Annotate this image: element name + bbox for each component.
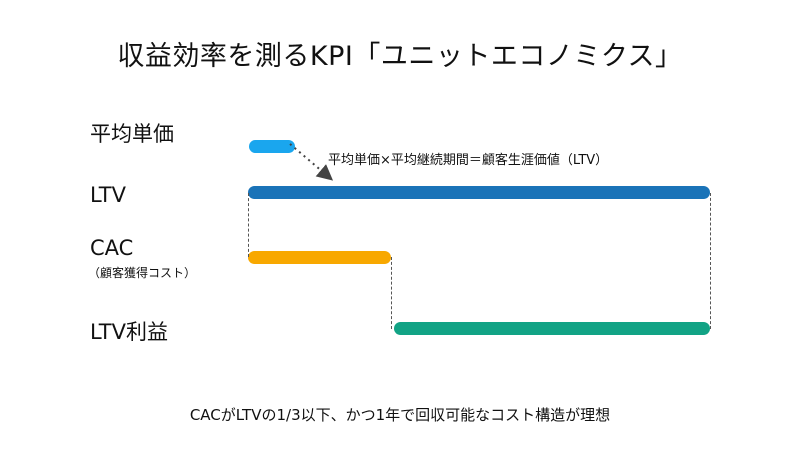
guide-line-middle: [391, 257, 392, 329]
bar-ltv-profit: [394, 322, 710, 335]
guide-line-left: [248, 193, 249, 257]
footer-note: CACがLTVの1/3以下、かつ1年で回収可能なコスト構造が理想: [189, 406, 611, 424]
formula-text: 平均単価×平均継続期間＝顧客生涯価値（LTV）: [328, 153, 609, 168]
label-ltv: LTV: [90, 183, 127, 207]
label-avg-price: 平均単価: [90, 122, 174, 146]
bar-avg-price: [249, 140, 295, 153]
bar-ltv: [248, 186, 710, 199]
slide-title: 収益効率を測るKPI「ユニットエコノミクス」: [117, 41, 683, 72]
bar-cac: [248, 251, 391, 264]
dotted-arrow-icon: [289, 143, 334, 181]
guide-line-right: [710, 193, 711, 329]
label-cac-sub: （顧客獲得コスト）: [88, 266, 197, 280]
label-ltv-profit: LTV利益: [90, 320, 169, 344]
label-cac: CAC: [90, 236, 134, 260]
